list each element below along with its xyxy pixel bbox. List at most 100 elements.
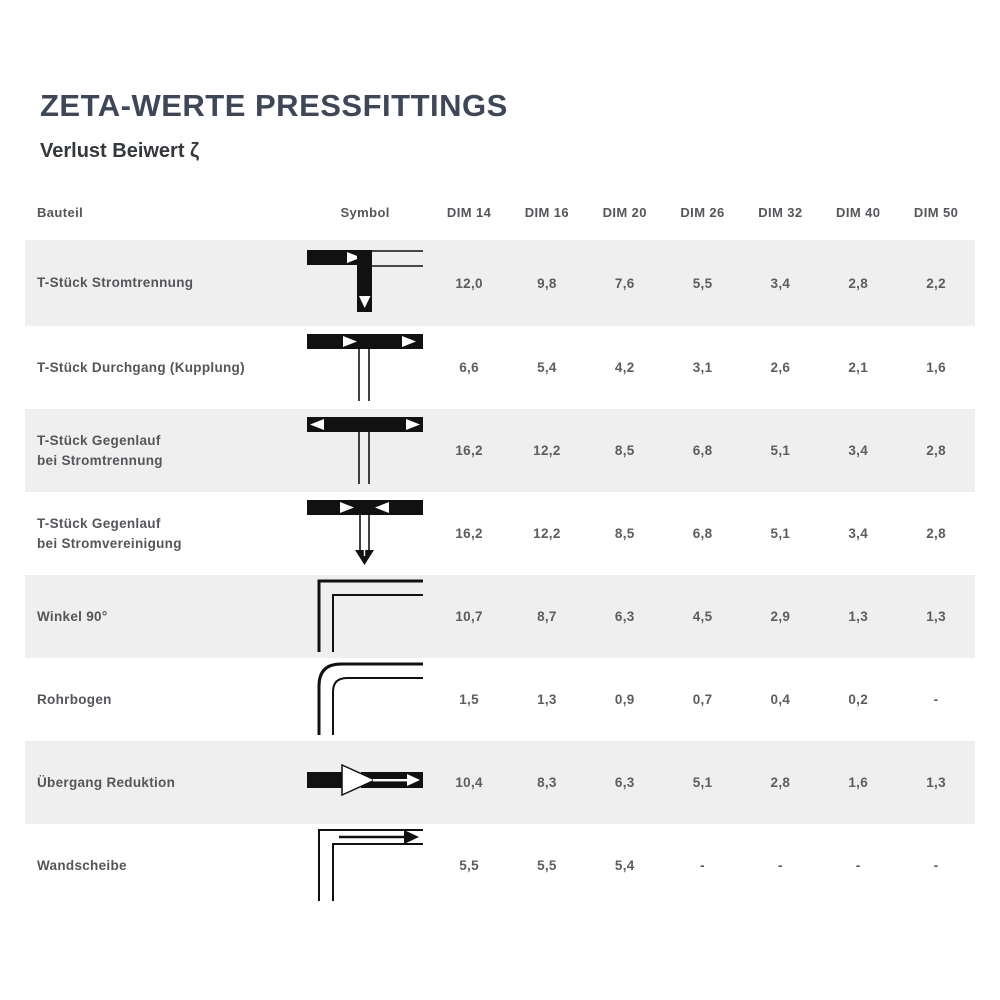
symbol-cell <box>300 240 430 326</box>
bauteil-label: T-Stück Stromtrennung <box>37 275 194 291</box>
symbol-cell <box>300 409 430 492</box>
zeta-value: 5,1 <box>770 526 791 541</box>
zeta-value: 4,5 <box>692 609 713 624</box>
zeta-value: 5,1 <box>770 443 791 458</box>
column-header-dim40: DIM 40 <box>836 205 881 220</box>
zeta-value: 8,3 <box>537 775 557 790</box>
zeta-value: 6,3 <box>614 775 635 790</box>
zeta-value: 1,5 <box>459 692 479 707</box>
zeta-value: 2,8 <box>926 443 946 458</box>
zeta-value: 2,9 <box>770 609 791 624</box>
zeta-value: 2,1 <box>848 360 869 375</box>
column-header-dim16: DIM 16 <box>524 205 570 220</box>
zeta-value: 6,8 <box>692 526 713 541</box>
zeta-value: 12,0 <box>455 275 483 291</box>
zeta-value: 1,6 <box>848 775 869 790</box>
zeta-value: 12,2 <box>533 443 561 458</box>
zeta-value: 5,4 <box>537 360 557 375</box>
zeta-value: 4,2 <box>614 360 635 375</box>
column-header-bauteil: Bauteil <box>37 205 84 220</box>
zeta-value: 0,2 <box>848 692 869 707</box>
page: ZETA-WERTE PRESSFITTINGS Verlust Beiwert… <box>25 88 975 907</box>
table-row: Übergang Reduktion 10,4 8,3 6,3 5,1 2,8 1,6 1,… <box>25 741 975 824</box>
table-row: T-Stück Gegenlauf bei Stromtrennung 16,2… <box>25 409 975 492</box>
zeta-value: 1,6 <box>926 360 946 375</box>
zeta-value: 3,4 <box>848 526 869 541</box>
elbow-90-icon <box>305 575 425 653</box>
zeta-value: 6,6 <box>459 360 479 375</box>
bauteil-label: Winkel 90° <box>37 608 108 624</box>
zeta-value: 5,5 <box>459 858 479 873</box>
page-title: ZETA-WERTE PRESSFITTINGS <box>40 88 508 123</box>
column-header-dim26: DIM 26 <box>680 205 725 220</box>
zeta-value: 5,5 <box>537 858 557 873</box>
zeta-value: - <box>855 858 861 873</box>
zeta-value: 3,1 <box>692 360 713 375</box>
symbol-cell <box>300 658 430 741</box>
tee-counterflow-merge-icon <box>305 492 425 570</box>
zeta-value: 2,8 <box>926 526 946 541</box>
zeta-value: - <box>933 692 939 707</box>
pipe-bend-icon <box>305 658 425 736</box>
zeta-value: 6,3 <box>614 609 635 624</box>
zeta-value: 6,8 <box>692 443 713 458</box>
zeta-value: 8,5 <box>614 526 635 541</box>
symbol-cell <box>300 575 430 658</box>
symbol-cell <box>300 492 430 575</box>
wall-plate-icon <box>305 824 425 902</box>
symbol-cell <box>300 824 430 907</box>
zeta-values-table: Bauteil Symbol DIM 14 DIM 16 DIM 20 DIM … <box>25 205 975 907</box>
zeta-value: - <box>933 858 939 873</box>
column-header-dim32: DIM 32 <box>758 205 803 220</box>
zeta-value: 3,4 <box>848 443 869 458</box>
table-row: Rohrbogen 1,5 1,3 0,9 0,7 0,4 0,2 - <box>25 658 975 741</box>
symbol-cell <box>300 741 430 824</box>
bauteil-label: T-Stück Gegenlauf bei Stromtrennung <box>37 432 163 468</box>
tee-counterflow-split-icon <box>305 409 425 487</box>
header-row: Bauteil Symbol DIM 14 DIM 16 DIM 20 DIM … <box>25 205 975 240</box>
zeta-value: 16,2 <box>455 526 483 541</box>
bauteil-label: Rohrbogen <box>37 691 112 707</box>
zeta-value: - <box>700 858 705 873</box>
table-row: T-Stück Gegenlauf bei Stromvereinigung 1… <box>25 492 975 575</box>
zeta-value: 7,6 <box>614 275 635 291</box>
zeta-value: 1,3 <box>926 609 946 624</box>
table-header: Bauteil Symbol DIM 14 DIM 16 DIM 20 DIM … <box>25 205 975 240</box>
zeta-value: 2,8 <box>848 275 869 291</box>
bauteil-label: T-Stück Durchgang (Kupplung) <box>37 359 245 375</box>
table-row: Winkel 90° 10,7 8,7 6,3 4,5 2,9 1,3 1,3 <box>25 575 975 658</box>
bauteil-label: Wandscheibe <box>37 857 127 873</box>
zeta-value: 0,4 <box>770 692 791 707</box>
bauteil-label: T-Stück Gegenlauf bei Stromvereinigung <box>37 515 182 551</box>
zeta-value: 0,9 <box>614 692 635 707</box>
zeta-value: 3,4 <box>770 275 791 291</box>
column-header-dim14: DIM 14 <box>446 205 492 220</box>
zeta-value: 1,3 <box>848 609 869 624</box>
zeta-value: 5,1 <box>692 775 713 790</box>
zeta-value: 0,7 <box>692 692 713 707</box>
zeta-value: 16,2 <box>455 443 483 458</box>
table-row: Wandscheibe 5,5 5,5 5,4 - - - - <box>25 824 975 907</box>
tee-pass-through-icon <box>305 326 425 404</box>
zeta-value: 8,7 <box>537 609 557 624</box>
page-subtitle: Verlust Beiwert ζ <box>40 140 200 162</box>
zeta-value: 1,3 <box>537 692 557 707</box>
table-row: T-Stück Stromtrennung 12,0 9,8 7,6 5,5 3,4 2,… <box>25 240 975 326</box>
zeta-value: 8,5 <box>614 443 635 458</box>
zeta-value: 9,8 <box>537 275 557 291</box>
zeta-value: 2,8 <box>770 775 791 790</box>
zeta-value: 12,2 <box>533 526 561 541</box>
zeta-value: 10,4 <box>455 775 483 790</box>
zeta-value: 2,6 <box>770 360 791 375</box>
zeta-value: 1,3 <box>926 775 946 790</box>
tee-flow-split-icon <box>305 242 425 320</box>
zeta-value: 5,4 <box>614 858 635 873</box>
zeta-value: 10,7 <box>455 609 483 624</box>
table-row: T-Stück Durchgang (Kupplung) 6,6 5,4 4,2 3,… <box>25 326 975 409</box>
zeta-value: - <box>777 858 783 873</box>
bauteil-label: Übergang Reduktion <box>37 774 176 790</box>
column-header-symbol: Symbol <box>340 205 390 220</box>
symbol-cell <box>300 326 430 409</box>
reducer-icon <box>305 741 425 819</box>
zeta-value: 5,5 <box>692 275 713 291</box>
